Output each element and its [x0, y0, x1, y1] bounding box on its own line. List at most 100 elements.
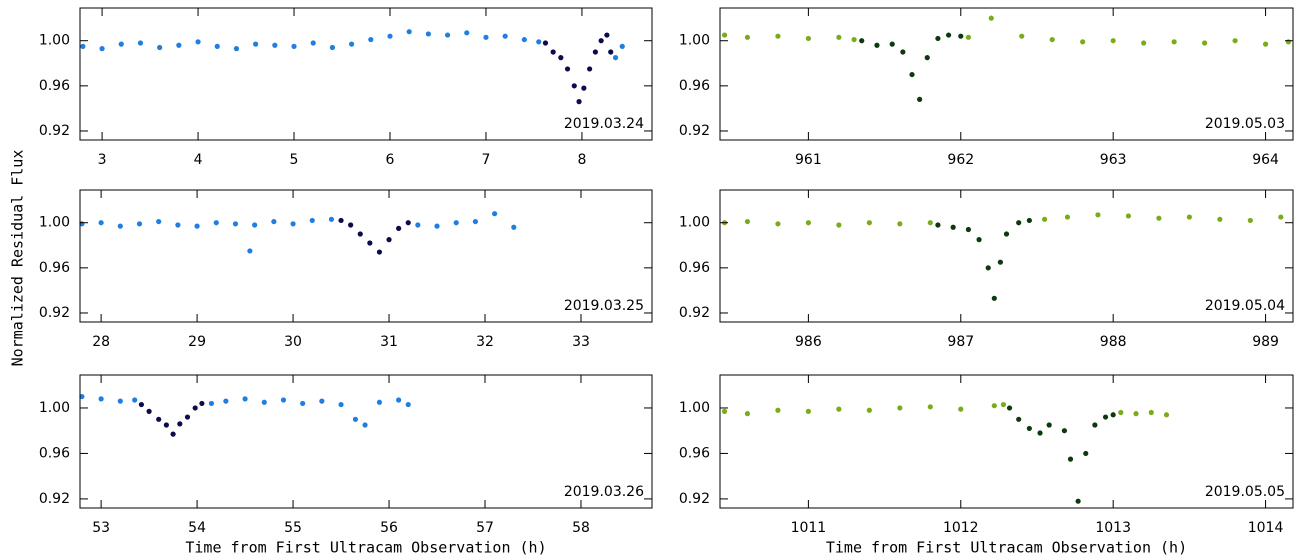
date-annotation: 2019.03.24: [564, 116, 644, 132]
data-point: [357, 231, 363, 237]
data-point: [1202, 40, 1208, 46]
data-point: [958, 406, 964, 412]
data-point: [805, 220, 811, 226]
data-point: [965, 226, 972, 233]
data-point: [935, 35, 941, 42]
data-point: [367, 240, 373, 246]
x-tick-label: 31: [380, 334, 398, 350]
data-point: [587, 66, 593, 72]
data-point: [271, 218, 277, 225]
x-tick-label: 964: [1252, 152, 1279, 168]
data-point: [79, 393, 85, 400]
data-point: [291, 43, 297, 49]
data-point: [988, 15, 994, 21]
data-point: [232, 221, 239, 227]
data-point: [775, 407, 781, 413]
y-tick-label: 1.00: [39, 33, 70, 49]
data-point: [163, 422, 169, 428]
data-point: [192, 405, 198, 411]
plot-frame: [79, 374, 653, 509]
data-point: [280, 397, 287, 403]
data-point: [253, 41, 259, 47]
data-point: [309, 217, 315, 224]
data-point: [917, 96, 923, 102]
data-point: [909, 71, 915, 78]
data-point: [889, 41, 895, 47]
data-point: [223, 398, 229, 404]
data-point: [492, 211, 498, 217]
x-tick-label: 987: [947, 334, 974, 350]
data-point: [195, 39, 201, 45]
data-point: [592, 49, 598, 55]
data-point: [184, 414, 191, 420]
y-tick-label: 0.96: [39, 260, 70, 276]
date-annotation: 2019.05.05: [1205, 484, 1285, 500]
data-point: [98, 396, 104, 402]
data-point: [132, 397, 138, 403]
x-tick-label: 5: [290, 152, 299, 168]
data-point: [935, 222, 941, 228]
plot-frame: [79, 189, 653, 323]
y-axis-label: Normalized Residual Flux: [9, 150, 27, 367]
date-annotation: 2019.03.26: [564, 484, 644, 500]
data-point: [1041, 216, 1048, 222]
x-tick-label: 33: [572, 334, 590, 350]
data-point: [1156, 215, 1162, 221]
x-tick-label: 32: [476, 334, 494, 350]
data-point: [1110, 38, 1116, 44]
data-point: [386, 237, 392, 243]
x-tick-label: 53: [92, 520, 110, 536]
data-point: [1110, 412, 1116, 418]
data-point: [376, 249, 383, 255]
data-point: [945, 32, 952, 38]
y-tick-label: 1.00: [679, 33, 710, 49]
data-point: [376, 399, 383, 405]
data-point: [472, 218, 479, 225]
data-point: [405, 220, 411, 226]
data-point: [866, 220, 872, 226]
data-point: [775, 221, 781, 227]
data-point: [329, 44, 336, 51]
x-tick-label: 989: [1252, 334, 1279, 350]
x-tick-label: 4: [194, 152, 203, 168]
data-point: [214, 43, 220, 49]
data-point: [900, 49, 906, 55]
y-tick-label: 0.92: [679, 491, 710, 507]
data-point: [1000, 401, 1007, 408]
data-point: [99, 46, 105, 52]
data-point: [233, 46, 240, 52]
data-point: [247, 248, 253, 254]
data-point: [352, 416, 359, 422]
data-point: [98, 220, 104, 226]
x-tick-label: 7: [482, 152, 491, 168]
data-point: [1232, 38, 1238, 44]
data-point: [396, 225, 402, 231]
data-point: [1102, 414, 1109, 420]
data-point: [744, 218, 751, 225]
data-point: [1118, 409, 1124, 416]
data-point: [1049, 36, 1055, 43]
x-tick-label: 6: [386, 152, 395, 168]
data-point: [604, 32, 610, 38]
data-point: [775, 33, 781, 39]
y-tick-label: 1.00: [679, 400, 710, 416]
data-point: [836, 406, 842, 412]
data-point: [805, 35, 811, 42]
y-tick-label: 1.00: [39, 400, 70, 416]
data-point: [310, 40, 316, 46]
x-tick-label: 28: [92, 334, 110, 350]
data-point: [137, 40, 144, 46]
data-point: [1019, 33, 1025, 39]
data-point: [170, 431, 176, 437]
data-point: [1016, 416, 1022, 422]
x-tick-label: 58: [572, 520, 590, 536]
data-point: [319, 398, 325, 404]
data-point: [598, 38, 604, 44]
data-point: [156, 416, 162, 422]
data-point: [612, 55, 619, 61]
data-point: [576, 99, 582, 105]
x-tick-label: 56: [380, 520, 398, 536]
data-point: [721, 32, 728, 38]
data-point: [1016, 220, 1022, 226]
